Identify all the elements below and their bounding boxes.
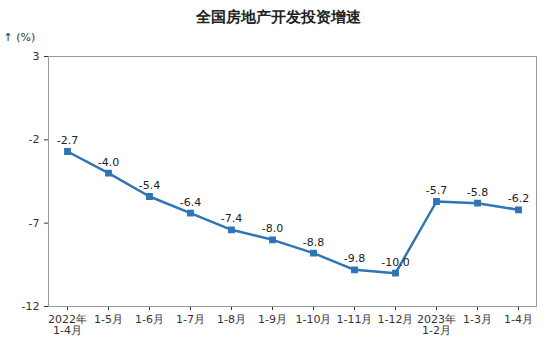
svg-text:1-10月: 1-10月: [296, 313, 332, 326]
svg-text:1-11月: 1-11月: [337, 313, 373, 326]
svg-text:-2.7: -2.7: [57, 134, 78, 147]
svg-text:-8.0: -8.0: [262, 222, 283, 235]
svg-text:-5.8: -5.8: [467, 186, 488, 199]
svg-text:1-6月: 1-6月: [135, 313, 164, 326]
svg-text:1-12月: 1-12月: [378, 313, 414, 326]
svg-text:-5.7: -5.7: [426, 184, 447, 197]
svg-text:2023年1-2月: 2023年1-2月: [417, 313, 456, 337]
svg-text:-6.4: -6.4: [180, 196, 201, 209]
svg-text:1-8月: 1-8月: [217, 313, 246, 326]
svg-text:-6.2: -6.2: [508, 192, 529, 205]
svg-text:↑ (%): ↑ (%): [4, 31, 36, 44]
svg-text:-2: -2: [29, 133, 40, 146]
svg-text:-5.4: -5.4: [139, 179, 160, 192]
svg-text:-10.0: -10.0: [381, 256, 409, 269]
svg-text:-4.0: -4.0: [98, 156, 119, 169]
svg-text:1-3月: 1-3月: [463, 313, 492, 326]
svg-text:1-7月: 1-7月: [176, 313, 205, 326]
svg-text:1-5月: 1-5月: [94, 313, 123, 326]
svg-text:-9.8: -9.8: [344, 252, 365, 265]
svg-text:1-9月: 1-9月: [258, 313, 287, 326]
svg-text:-12: -12: [22, 300, 40, 313]
svg-text:-7: -7: [29, 217, 40, 230]
svg-text:1-4月: 1-4月: [504, 313, 533, 326]
svg-text:3: 3: [33, 50, 40, 63]
svg-text:-8.8: -8.8: [303, 236, 324, 249]
html-text:全国房地产开发投资增速: 全国房地产开发投资增速: [195, 8, 361, 26]
svg-text:2022年1-4月: 2022年1-4月: [48, 313, 87, 337]
svg-text:-7.4: -7.4: [221, 212, 242, 225]
